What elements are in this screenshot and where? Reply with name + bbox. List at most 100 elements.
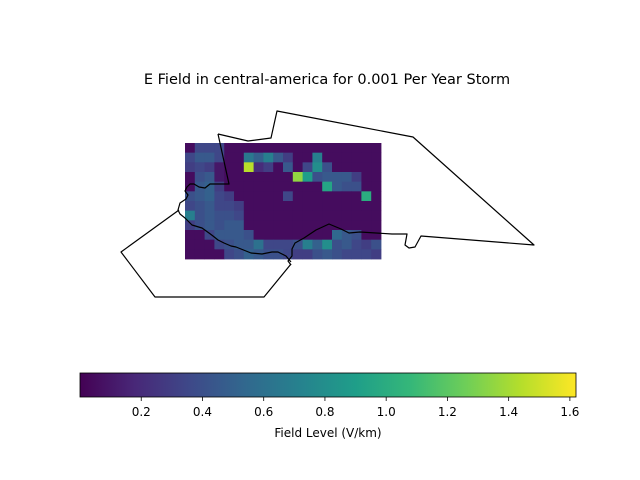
colorbar-tick-label: 0.6 xyxy=(254,405,273,419)
heatmap-cell xyxy=(292,220,303,231)
heatmap-cell xyxy=(224,162,235,173)
heatmap-cell xyxy=(194,162,205,173)
heatmap-cell xyxy=(332,181,343,192)
heatmap-cell xyxy=(332,210,343,221)
heatmap-cell xyxy=(351,181,362,192)
heatmap-cell xyxy=(302,210,313,221)
heatmap-cell xyxy=(273,162,284,173)
heatmap-cell xyxy=(214,239,225,250)
heatmap-cell xyxy=(234,162,245,173)
heatmap-cell xyxy=(312,152,323,163)
heatmap-cell xyxy=(302,239,313,250)
heatmap-cell xyxy=(185,210,196,221)
heatmap-cell xyxy=(253,181,264,192)
heatmap-cell xyxy=(302,162,313,173)
heatmap-cell xyxy=(224,230,235,241)
heatmap-cell xyxy=(194,249,205,260)
heatmap-cell xyxy=(361,172,372,183)
heatmap-cell xyxy=(283,152,294,163)
heatmap-cell xyxy=(312,249,323,260)
heatmap-cell xyxy=(273,201,284,212)
colorbar xyxy=(79,372,577,398)
heatmap-cell xyxy=(312,191,323,202)
heatmap-cell xyxy=(273,172,284,183)
heatmap-cell xyxy=(263,230,274,241)
heatmap-cell xyxy=(263,152,274,163)
heatmap-cell xyxy=(194,220,205,231)
heatmap-cell xyxy=(263,220,274,231)
heatmap-cell xyxy=(292,249,303,260)
heatmap-cell xyxy=(234,191,245,202)
heatmap-cell xyxy=(194,152,205,163)
heatmap xyxy=(185,143,382,260)
heatmap-cell xyxy=(292,230,303,241)
heatmap-cell xyxy=(371,249,382,260)
heatmap-cell xyxy=(341,210,352,221)
heatmap-cell xyxy=(302,191,313,202)
heatmap-cell xyxy=(253,239,264,250)
heatmap-cell xyxy=(185,220,196,231)
heatmap-cell xyxy=(243,220,254,231)
heatmap-cell xyxy=(194,143,205,154)
heatmap-cell xyxy=(332,172,343,183)
heatmap-cell xyxy=(341,181,352,192)
heatmap-cell xyxy=(263,191,274,202)
heatmap-cell xyxy=(234,143,245,154)
heatmap-cell xyxy=(263,239,274,250)
heatmap-cell xyxy=(361,220,372,231)
heatmap-cell xyxy=(263,181,274,192)
heatmap-cell xyxy=(194,201,205,212)
heatmap-cell xyxy=(185,162,196,173)
heatmap-cell xyxy=(253,201,264,212)
heatmap-cell xyxy=(194,210,205,221)
heatmap-cell xyxy=(322,191,333,202)
colorbar-tick-label: 1.0 xyxy=(377,405,396,419)
heatmap-cell xyxy=(253,172,264,183)
heatmap-cell xyxy=(234,152,245,163)
heatmap-cell xyxy=(263,162,274,173)
heatmap-cell xyxy=(351,230,362,241)
heatmap-cell xyxy=(214,249,225,260)
heatmap-cell xyxy=(273,230,284,241)
heatmap-cell xyxy=(204,239,215,250)
heatmap-cell xyxy=(332,162,343,173)
heatmap-cell xyxy=(234,210,245,221)
heatmap-cell xyxy=(204,162,215,173)
colorbar-tick-label: 1.4 xyxy=(499,405,518,419)
heatmap-cell xyxy=(224,172,235,183)
heatmap-cell xyxy=(302,249,313,260)
heatmap-cell xyxy=(273,220,284,231)
heatmap-cell xyxy=(292,239,303,250)
heatmap-cell xyxy=(283,162,294,173)
heatmap-cell xyxy=(234,220,245,231)
heatmap-cell xyxy=(361,249,372,260)
heatmap-cell xyxy=(185,152,196,163)
heatmap-cell xyxy=(302,143,313,154)
heatmap-cell xyxy=(292,181,303,192)
heatmap-cell xyxy=(361,162,372,173)
heatmap-cell xyxy=(214,210,225,221)
heatmap-cell xyxy=(292,191,303,202)
heatmap-cell xyxy=(273,181,284,192)
heatmap-cell xyxy=(253,210,264,221)
heatmap-cell xyxy=(234,201,245,212)
heatmap-cell xyxy=(322,230,333,241)
heatmap-cell xyxy=(243,191,254,202)
heatmap-cell xyxy=(243,172,254,183)
heatmap-cell xyxy=(351,191,362,202)
heatmap-cell xyxy=(214,143,225,154)
heatmap-cell xyxy=(234,249,245,260)
heatmap-cell xyxy=(194,191,205,202)
heatmap-cell xyxy=(312,172,323,183)
heatmap-cell xyxy=(351,172,362,183)
heatmap-cell xyxy=(204,201,215,212)
colorbar-tick-label: 0.8 xyxy=(315,405,334,419)
heatmap-cell xyxy=(283,220,294,231)
heatmap-cell xyxy=(332,220,343,231)
heatmap-cell xyxy=(371,210,382,221)
heatmap-cell xyxy=(322,249,333,260)
heatmap-cell xyxy=(185,181,196,192)
heatmap-cell xyxy=(185,191,196,202)
heatmap-cell xyxy=(351,152,362,163)
